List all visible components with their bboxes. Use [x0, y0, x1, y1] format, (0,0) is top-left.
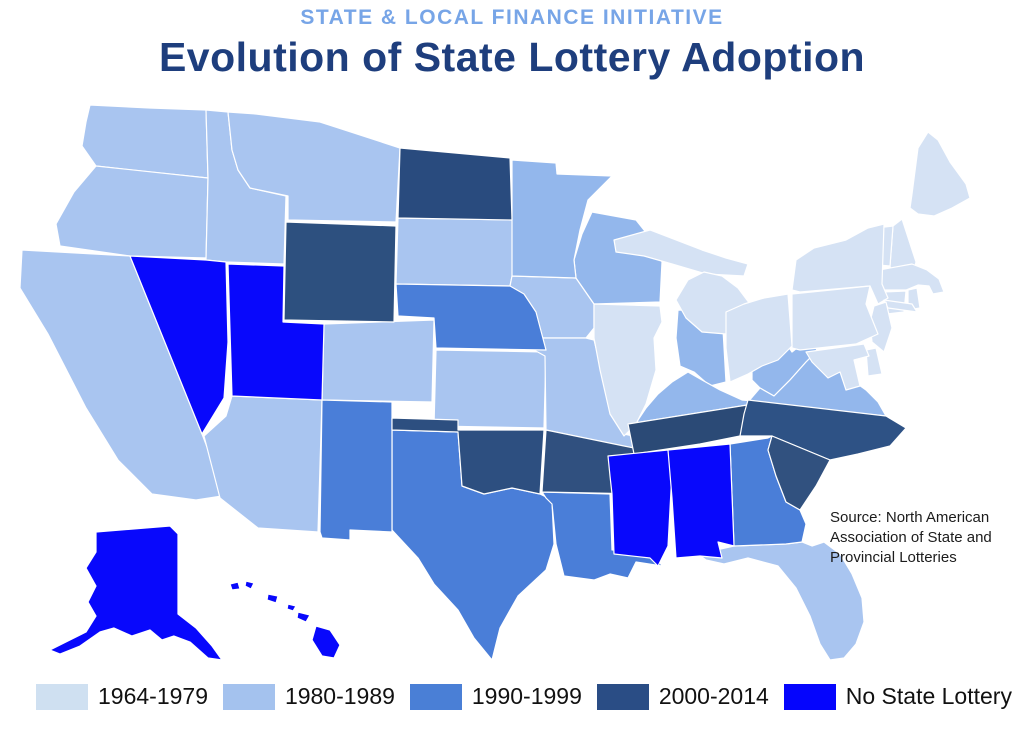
legend-label: 1964-1979: [98, 683, 208, 709]
state-hi: Hawaii — No State Lottery: [229, 581, 241, 591]
state-ms: Mississippi — No State Lottery: [607, 449, 673, 567]
state-oh: Ohio — 1964-1979: [725, 293, 793, 383]
state-nm: New Mexico — 1990-1999: [319, 399, 393, 541]
state-hi: Hawaii — No State Lottery: [296, 611, 311, 623]
state-pa: Pennsylvania — 1964-1979: [791, 285, 879, 351]
state-fl: Florida — 1980-1989: [697, 541, 865, 661]
legend-swatch: [222, 683, 275, 710]
initiative-kicker: STATE & LOCAL FINANCE INITIATIVE: [300, 6, 724, 29]
state-or: Oregon — 1980-1989: [55, 165, 209, 259]
state-nv: Nevada — No State Lottery: [129, 255, 229, 435]
legend-label: 1990-1999: [471, 683, 582, 709]
state-ut: Utah — No State Lottery: [227, 263, 325, 401]
state-hi: Hawaii — No State Lottery: [311, 625, 341, 659]
source-note: Source: North American Association of St…: [830, 509, 992, 566]
legend-item-1990-1999: 1990-1999: [409, 683, 582, 710]
state-mi: Michigan — 1964-1979: [613, 229, 749, 277]
state-sd: South Dakota — 1980-1989: [395, 217, 517, 287]
legend-item-1964-1979: 1964-1979: [36, 683, 208, 710]
legend-item-2000-2014: 2000-2014: [596, 683, 769, 710]
state-wy: Wyoming — 2000-2014: [283, 221, 397, 323]
state-il: Illinois — 1964-1979: [593, 303, 663, 437]
legend-label: 1980-1989: [284, 683, 395, 709]
state-nd: North Dakota — 2000-2014: [397, 147, 513, 221]
state-sc: South Carolina — 2000-2014: [767, 435, 831, 511]
legend-swatch: [36, 683, 88, 710]
state-de: Delaware — 1964-1979: [865, 347, 883, 377]
state-ks: Kansas — 1980-1989: [433, 349, 547, 429]
state-hi: Hawaii — No State Lottery: [266, 593, 279, 604]
legend-item-no-state-lottery: No State Lottery: [783, 683, 1012, 710]
legend-swatch: [409, 683, 462, 710]
legend-swatch: [596, 683, 649, 710]
legend-label: No State Lottery: [845, 683, 1012, 709]
state-me: Maine — 1964-1979: [909, 131, 971, 217]
legend: 1964-1979 1980-1989 1990-1999 2000-2014 No S…: [36, 683, 1012, 710]
state-az: Arizona — 1980-1989: [203, 395, 323, 533]
state-md: Maryland — 1964-1979: [805, 343, 870, 391]
state-nc: North Carolina — 2000-2014: [739, 399, 907, 461]
legend-label: 2000-2014: [658, 683, 769, 709]
state-mn: Minnesota — 1980-1989: [511, 159, 613, 279]
state-ma: Massachusetts — 1964-1979: [878, 263, 945, 295]
state-mt: Montana — 1980-1989: [227, 111, 401, 223]
legend-item-1980-1989: 1980-1989: [222, 683, 395, 710]
state-wi: Wisconsin — 1980-1989: [573, 211, 663, 305]
state-ne: Nebraska — 1990-1999: [395, 283, 547, 351]
state-ok: Oklahoma — 2000-2014: [391, 417, 545, 495]
page-title: Evolution of State Lottery Adoption: [158, 34, 866, 80]
state-hi: Hawaii — No State Lottery: [244, 580, 255, 590]
state-ak: Alaska — No State Lottery: [49, 525, 223, 661]
state-hi: Hawaii — No State Lottery: [286, 603, 297, 612]
legend-swatch: [783, 683, 836, 710]
state-co: Colorado — 1980-1989: [321, 319, 435, 403]
state-al: Alabama — No State Lottery: [667, 443, 735, 559]
